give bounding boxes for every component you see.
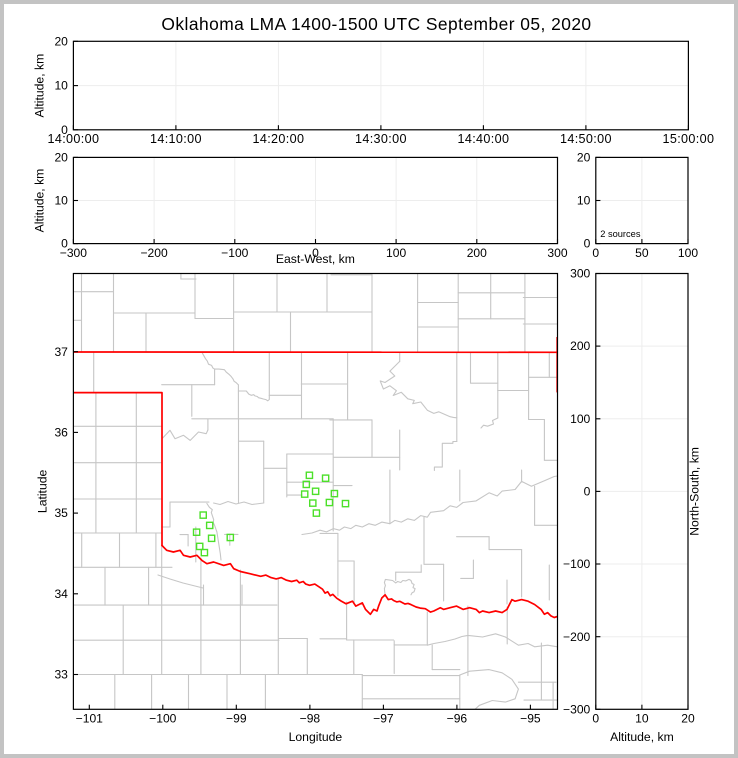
svg-text:−99: −99 xyxy=(226,712,247,726)
svg-text:300: 300 xyxy=(570,267,590,281)
svg-text:33: 33 xyxy=(54,668,68,682)
svg-text:−300: −300 xyxy=(563,702,591,716)
svg-text:14:50:00: 14:50:00 xyxy=(560,132,612,146)
svg-text:14:10:00: 14:10:00 xyxy=(150,132,202,146)
svg-text:35: 35 xyxy=(54,506,68,520)
svg-text:10: 10 xyxy=(54,79,68,93)
svg-text:Altitude, km: Altitude, km xyxy=(33,169,47,233)
svg-text:East-West, km: East-West, km xyxy=(276,252,355,266)
svg-text:20: 20 xyxy=(577,151,591,165)
svg-text:Altitude, km: Altitude, km xyxy=(33,54,47,118)
svg-text:100: 100 xyxy=(678,246,698,260)
svg-text:50: 50 xyxy=(635,246,649,260)
svg-text:−100: −100 xyxy=(221,246,249,260)
svg-text:Oklahoma LMA 1400-1500 UTC Sep: Oklahoma LMA 1400-1500 UTC September 05,… xyxy=(161,14,591,34)
svg-text:2 sources: 2 sources xyxy=(600,229,641,239)
svg-text:0: 0 xyxy=(61,237,68,251)
svg-text:−97: −97 xyxy=(373,712,394,726)
svg-text:20: 20 xyxy=(54,34,68,48)
svg-text:15:00:00: 15:00:00 xyxy=(662,132,714,146)
svg-text:−95: −95 xyxy=(520,712,541,726)
svg-text:−100: −100 xyxy=(149,712,177,726)
svg-text:0: 0 xyxy=(592,246,599,260)
svg-text:−101: −101 xyxy=(76,712,104,726)
svg-text:10: 10 xyxy=(54,194,68,208)
svg-text:20: 20 xyxy=(54,151,68,165)
svg-text:−300: −300 xyxy=(60,246,88,260)
svg-text:−200: −200 xyxy=(563,630,591,644)
svg-text:−100: −100 xyxy=(563,557,591,571)
svg-text:Latitude: Latitude xyxy=(36,469,50,513)
svg-text:−98: −98 xyxy=(300,712,321,726)
svg-text:14:40:00: 14:40:00 xyxy=(457,132,509,146)
svg-text:0: 0 xyxy=(584,485,591,499)
svg-text:200: 200 xyxy=(570,339,590,353)
svg-text:34: 34 xyxy=(54,587,68,601)
svg-text:10: 10 xyxy=(577,194,591,208)
svg-text:14:20:00: 14:20:00 xyxy=(252,132,304,146)
svg-text:36: 36 xyxy=(54,426,68,440)
svg-text:14:30:00: 14:30:00 xyxy=(355,132,407,146)
svg-text:Longitude: Longitude xyxy=(289,730,343,744)
svg-text:100: 100 xyxy=(570,412,590,426)
svg-text:North-South, km: North-South, km xyxy=(688,447,702,536)
svg-text:0: 0 xyxy=(312,246,319,260)
svg-text:100: 100 xyxy=(386,246,406,260)
svg-text:Altitude, km: Altitude, km xyxy=(610,730,674,744)
svg-text:0: 0 xyxy=(61,123,68,137)
svg-text:14:00:00: 14:00:00 xyxy=(47,132,99,146)
svg-text:−96: −96 xyxy=(447,712,468,726)
svg-text:0: 0 xyxy=(584,237,591,251)
svg-text:20: 20 xyxy=(681,712,695,726)
svg-text:10: 10 xyxy=(635,712,649,726)
svg-text:−200: −200 xyxy=(140,246,168,260)
svg-text:200: 200 xyxy=(467,246,487,260)
svg-text:0: 0 xyxy=(592,712,599,726)
svg-text:37: 37 xyxy=(54,345,68,359)
svg-text:300: 300 xyxy=(547,246,567,260)
